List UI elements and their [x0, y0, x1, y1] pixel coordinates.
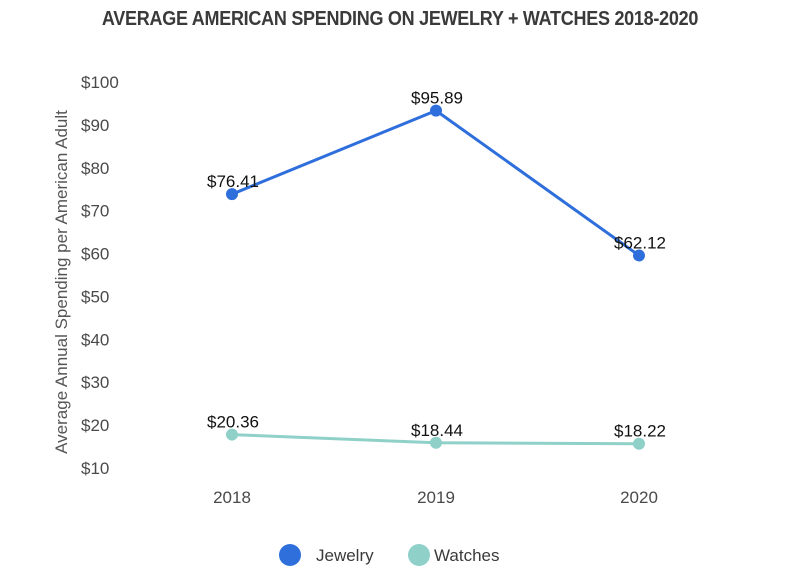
y-tick-label: $60	[81, 245, 109, 264]
watches-data-point	[430, 436, 442, 449]
watches-data-label: $20.36	[207, 413, 259, 432]
legend-item-watches[interactable]: Watches	[408, 544, 500, 566]
y-tick-label: $20	[81, 416, 109, 435]
watches-data-point	[226, 428, 238, 441]
chart-title: AVERAGE AMERICAN SPENDING ON JEWELRY + W…	[101, 8, 699, 30]
jewelry-data-label: $76.41	[207, 172, 259, 191]
series-points	[226, 104, 645, 450]
y-tick-label: $30	[81, 373, 109, 392]
y-tick-label: $100	[81, 73, 119, 92]
jewelry-data-label: $62.12	[614, 233, 666, 252]
x-axis-ticks: 2018 2019 2020	[213, 488, 658, 507]
y-tick-label: $70	[81, 202, 109, 221]
y-tick-label: $40	[81, 330, 109, 349]
legend: Jewelry Watches	[279, 544, 500, 566]
watches-data-point	[633, 437, 645, 450]
legend-swatch-watches	[408, 544, 430, 566]
series-lines	[231, 109, 640, 446]
watches-data-label: $18.44	[411, 421, 463, 440]
x-tick-label: 2018	[213, 488, 251, 507]
legend-label-jewelry: Jewelry	[316, 546, 374, 565]
y-tick-label: $50	[81, 287, 109, 306]
x-tick-label: 2020	[620, 488, 658, 507]
y-axis-title: Average Annual Spending per American Adu…	[52, 110, 71, 454]
y-axis-ticks: $10 $20 $30 $40 $50 $60 $70 $80 $90 $100	[81, 73, 119, 478]
jewelry-data-point	[430, 104, 442, 117]
jewelry-data-point	[226, 188, 238, 201]
data-labels: $76.41 $95.89 $62.12 $20.36 $18.44 $18.22	[207, 89, 666, 441]
y-axis-title-group: Average Annual Spending per American Adu…	[52, 110, 71, 454]
jewelry-series-line	[231, 109, 640, 257]
y-tick-label: $80	[81, 159, 109, 178]
y-tick-label: $10	[81, 459, 109, 478]
jewelry-data-point	[633, 249, 645, 262]
legend-item-jewelry[interactable]: Jewelry	[279, 544, 374, 566]
legend-label-watches: Watches	[434, 546, 500, 565]
x-tick-label: 2019	[417, 488, 455, 507]
watches-data-label: $18.22	[614, 422, 666, 441]
legend-swatch-jewelry	[279, 544, 301, 566]
y-tick-label: $90	[81, 116, 109, 135]
jewelry-data-label: $95.89	[411, 89, 463, 108]
